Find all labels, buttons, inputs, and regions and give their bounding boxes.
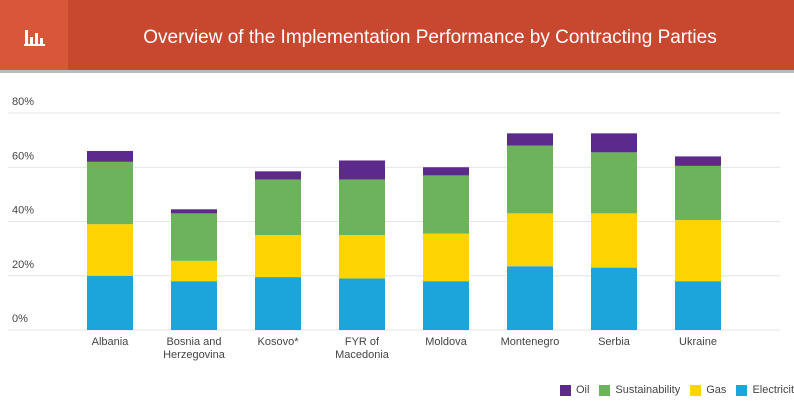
bar-segment [339,235,385,279]
x-tick-label: Serbia [598,336,630,348]
bar-segment [591,152,637,214]
bar-segment [591,213,637,268]
bar-segment [507,145,553,214]
bar-segment [675,165,721,221]
bar-segment [87,275,133,330]
bar-segment [339,160,385,180]
bar-segment [255,179,301,236]
header-icon-box [0,0,68,70]
legend-label: Sustainability [615,384,681,396]
x-tick-label: Bosnia and Herzegovina [163,336,225,361]
legend-item: Sustainability [599,384,680,396]
bar-segment [423,175,469,234]
y-tick-label: 40% [12,205,34,217]
bar-segment [675,220,721,282]
bar-segment [171,260,217,282]
bar-segment [87,150,133,162]
x-tick-label: FYR of Macedonia [335,336,389,361]
x-tick-label: Albania [91,336,129,348]
x-tick-label: Ukraine [679,336,717,348]
legend-swatch [736,384,748,396]
bar-segment [675,281,721,330]
legend-swatch [690,384,702,396]
bar-segment [87,161,133,225]
bar-segment [339,278,385,330]
bar-segment [87,224,133,276]
bar-segment [171,281,217,330]
legend: Oil Sustainability Gas Electricit [559,384,794,396]
header-band [0,0,794,70]
bar-segment [423,233,469,282]
legend-swatch [559,384,571,396]
legend-item: Oil [559,384,590,396]
bar-segment [675,156,721,166]
x-tick-label: Kosovo* [257,336,299,348]
bar-segment [423,281,469,330]
bar-segment [255,235,301,278]
bar-segment [507,213,553,267]
header-rule [0,70,794,73]
bar-segment [591,267,637,330]
bar-segment [423,167,469,176]
chart-title: Overview of the Implementation Performan… [143,27,716,48]
legend-label: Gas [706,384,727,396]
bar-segment [255,171,301,180]
legend-item: Electricit [736,384,794,396]
y-tick-label: 80% [12,96,34,108]
chart-icon [24,30,45,46]
legend-label: Electricit [752,384,794,396]
bar-segment [255,277,301,330]
bar-segment [507,266,553,330]
bar-segment [507,133,553,146]
x-tick-label: Moldova [425,336,467,348]
legend-swatch [599,384,611,396]
y-tick-label: 60% [12,150,34,162]
bar-segment [591,133,637,153]
legend-item: Gas [690,384,726,396]
legend-label: Oil [575,384,590,396]
bar-segment [171,209,217,214]
y-tick-label: 20% [12,259,34,271]
bar-segment [339,179,385,236]
bar-segment [171,213,217,261]
x-tick-label: Montenegro [500,336,560,348]
y-tick-label: 0% [12,313,28,325]
